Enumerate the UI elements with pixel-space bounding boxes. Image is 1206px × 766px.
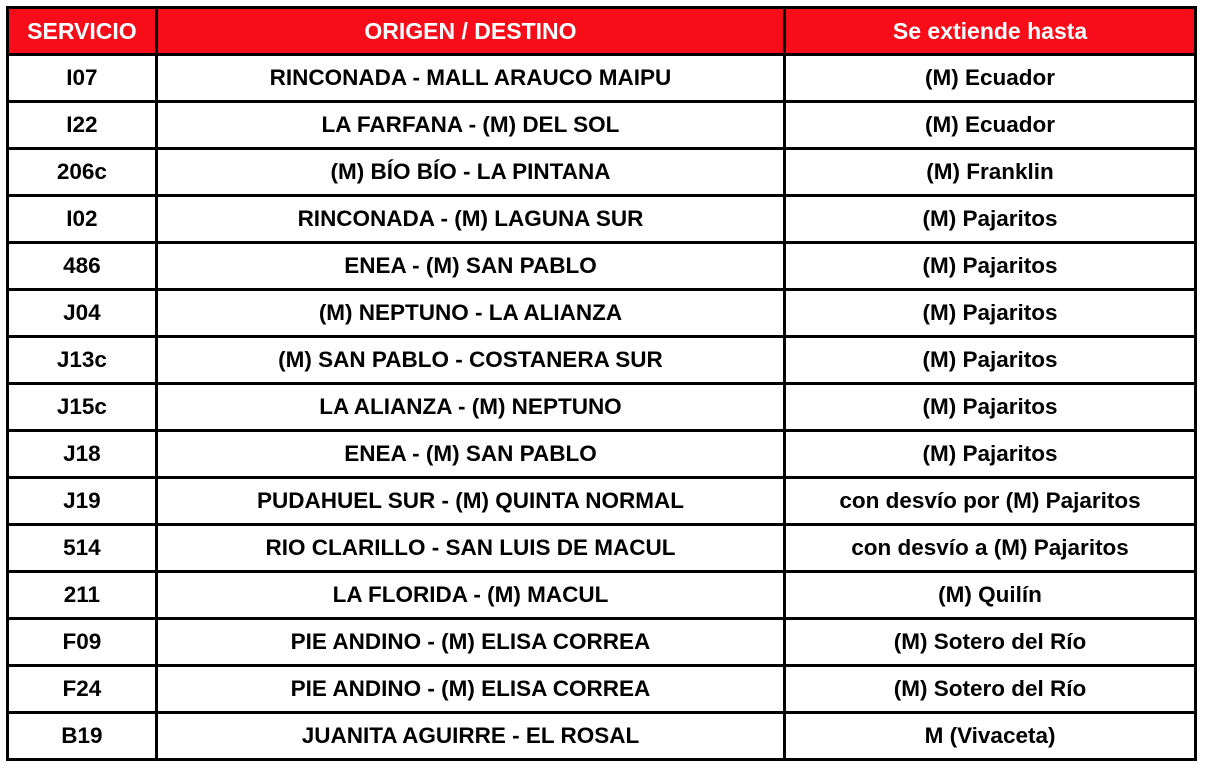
- table-row: J04 (M) NEPTUNO - LA ALIANZA (M) Pajaritos: [6, 288, 1197, 338]
- cell-extiende-hasta: (M) Pajaritos: [783, 241, 1197, 291]
- cell-servicio: 514: [6, 523, 158, 573]
- header-extiende-hasta: Se extiende hasta: [783, 6, 1197, 56]
- cell-origen-destino: RIO CLARILLO - SAN LUIS DE MACUL: [154, 523, 787, 573]
- cell-servicio: I07: [6, 53, 158, 103]
- table-row: F24 PIE ANDINO - (M) ELISA CORREA (M) Sote…: [6, 664, 1197, 714]
- cell-extiende-hasta: (M) Pajaritos: [783, 194, 1197, 244]
- table-row: 486 ENEA - (M) SAN PABLO (M) Pajaritos: [6, 241, 1197, 291]
- cell-extiende-hasta: (M) Sotero del Río: [783, 664, 1197, 714]
- cell-servicio: J13c: [6, 335, 158, 385]
- cell-extiende-hasta: (M) Quilín: [783, 570, 1197, 620]
- cell-origen-destino: PIE ANDINO - (M) ELISA CORREA: [154, 617, 787, 667]
- cell-servicio: B19: [6, 711, 158, 761]
- cell-servicio: 206c: [6, 147, 158, 197]
- cell-extiende-hasta: (M) Pajaritos: [783, 382, 1197, 432]
- cell-servicio: J15c: [6, 382, 158, 432]
- table-body: I07 RINCONADA - MALL ARAUCO MAIPU (M) Ecua…: [6, 53, 1197, 761]
- table-row: J19 PUDAHUEL SUR - (M) QUINTA NORMAL con d…: [6, 476, 1197, 526]
- cell-extiende-hasta: (M) Pajaritos: [783, 288, 1197, 338]
- cell-origen-destino: LA FLORIDA - (M) MACUL: [154, 570, 787, 620]
- table-row: I22 LA FARFANA - (M) DEL SOL (M) Ecuador: [6, 100, 1197, 150]
- cell-servicio: J19: [6, 476, 158, 526]
- cell-servicio: F09: [6, 617, 158, 667]
- services-table: SERVICIO ORIGEN / DESTINO Se extiende ha…: [6, 6, 1197, 761]
- cell-origen-destino: PIE ANDINO - (M) ELISA CORREA: [154, 664, 787, 714]
- cell-origen-destino: RINCONADA - (M) LAGUNA SUR: [154, 194, 787, 244]
- table-row: F09 PIE ANDINO - (M) ELISA CORREA (M) Sote…: [6, 617, 1197, 667]
- cell-origen-destino: (M) SAN PABLO - COSTANERA SUR: [154, 335, 787, 385]
- cell-origen-destino: JUANITA AGUIRRE - EL ROSAL: [154, 711, 787, 761]
- cell-extiende-hasta: (M) Sotero del Río: [783, 617, 1197, 667]
- table-row: 211 LA FLORIDA - (M) MACUL (M) Quilín: [6, 570, 1197, 620]
- table-row: J15c LA ALIANZA - (M) NEPTUNO (M) Pajarito…: [6, 382, 1197, 432]
- cell-servicio: J18: [6, 429, 158, 479]
- header-servicio: SERVICIO: [6, 6, 158, 56]
- table-row: I02 RINCONADA - (M) LAGUNA SUR (M) Pajarit…: [6, 194, 1197, 244]
- table-row: 206c (M) BÍO BÍO - LA PINTANA (M) Franklin: [6, 147, 1197, 197]
- cell-origen-destino: ENEA - (M) SAN PABLO: [154, 241, 787, 291]
- cell-origen-destino: (M) BÍO BÍO - LA PINTANA: [154, 147, 787, 197]
- cell-extiende-hasta: M (Vivaceta): [783, 711, 1197, 761]
- header-origen-destino: ORIGEN / DESTINO: [154, 6, 787, 56]
- table-row: B19 JUANITA AGUIRRE - EL ROSAL M (Vivaceta…: [6, 711, 1197, 761]
- cell-origen-destino: LA ALIANZA - (M) NEPTUNO: [154, 382, 787, 432]
- cell-servicio: J04: [6, 288, 158, 338]
- table-row: J13c (M) SAN PABLO - COSTANERA SUR (M) Paj…: [6, 335, 1197, 385]
- table-row: I07 RINCONADA - MALL ARAUCO MAIPU (M) Ecua…: [6, 53, 1197, 103]
- cell-servicio: F24: [6, 664, 158, 714]
- cell-extiende-hasta: (M) Pajaritos: [783, 429, 1197, 479]
- cell-extiende-hasta: con desvío a (M) Pajaritos: [783, 523, 1197, 573]
- cell-extiende-hasta: (M) Ecuador: [783, 100, 1197, 150]
- cell-extiende-hasta: con desvío por (M) Pajaritos: [783, 476, 1197, 526]
- cell-origen-destino: LA FARFANA - (M) DEL SOL: [154, 100, 787, 150]
- cell-origen-destino: ENEA - (M) SAN PABLO: [154, 429, 787, 479]
- table-row: J18 ENEA - (M) SAN PABLO (M) Pajaritos: [6, 429, 1197, 479]
- cell-extiende-hasta: (M) Franklin: [783, 147, 1197, 197]
- cell-servicio: I02: [6, 194, 158, 244]
- cell-servicio: 211: [6, 570, 158, 620]
- cell-servicio: 486: [6, 241, 158, 291]
- cell-origen-destino: RINCONADA - MALL ARAUCO MAIPU: [154, 53, 787, 103]
- cell-extiende-hasta: (M) Pajaritos: [783, 335, 1197, 385]
- cell-origen-destino: (M) NEPTUNO - LA ALIANZA: [154, 288, 787, 338]
- header-row: SERVICIO ORIGEN / DESTINO Se extiende ha…: [6, 6, 1197, 56]
- cell-servicio: I22: [6, 100, 158, 150]
- cell-extiende-hasta: (M) Ecuador: [783, 53, 1197, 103]
- cell-origen-destino: PUDAHUEL SUR - (M) QUINTA NORMAL: [154, 476, 787, 526]
- table-row: 514 RIO CLARILLO - SAN LUIS DE MACUL con d…: [6, 523, 1197, 573]
